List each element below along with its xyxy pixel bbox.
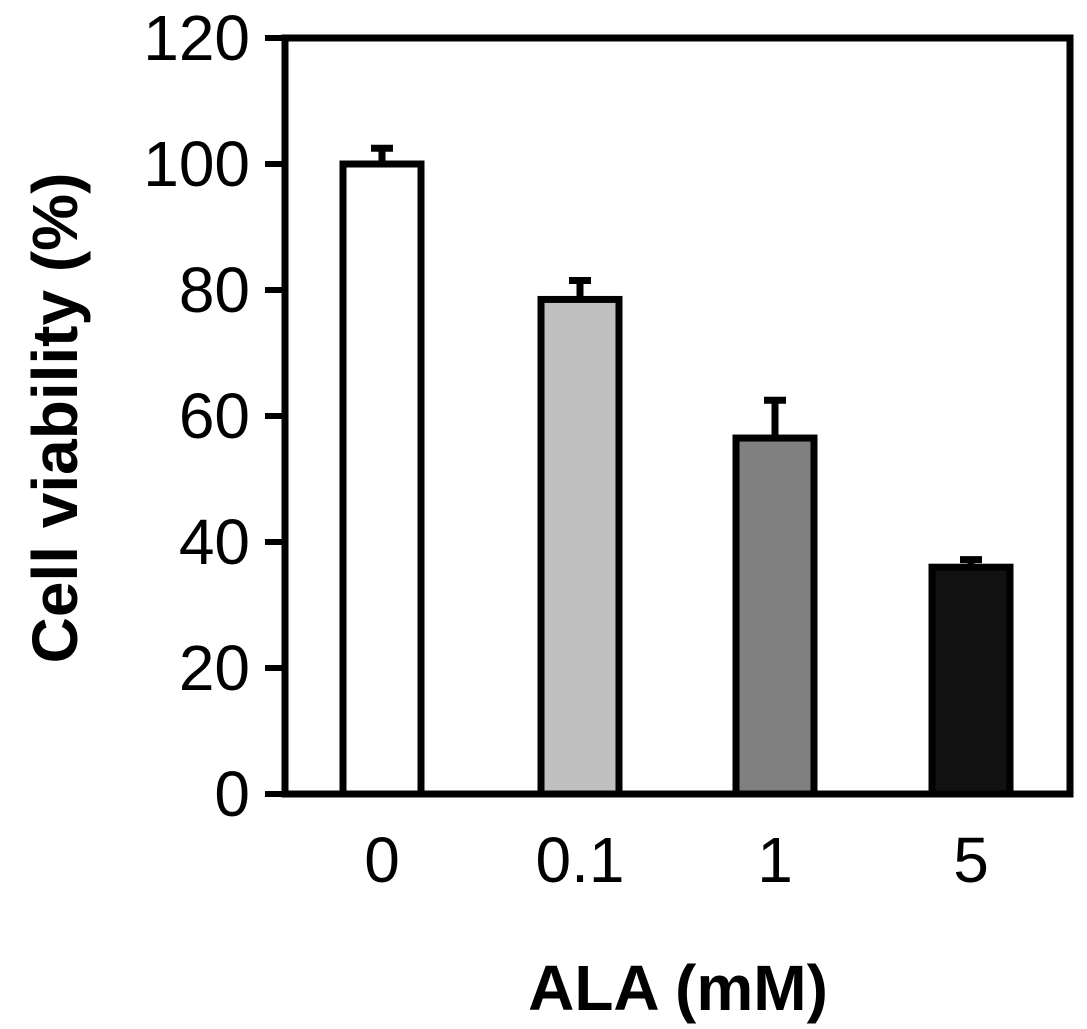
bar-0_1: [537, 295, 623, 798]
y-tick-label: 60: [179, 380, 250, 452]
x-axis-title: ALA (mM): [528, 952, 828, 1024]
y-tick-label: 0: [214, 758, 250, 830]
x-tick-label: 0.1: [536, 824, 625, 896]
y-tick-label: 20: [179, 632, 250, 704]
x-tick-label: 5: [953, 824, 989, 896]
bar-0: [339, 160, 425, 798]
y-tick-label: 40: [179, 506, 250, 578]
x-ticks-group: 0 0.1 1 5: [364, 824, 989, 896]
y-tick-label: 120: [143, 2, 250, 74]
y-tick-label: 80: [179, 254, 250, 326]
bar-5: [928, 563, 1014, 798]
bars-group: [339, 160, 1014, 798]
y-tick-label: 100: [143, 128, 250, 200]
x-tick-label: 1: [757, 824, 793, 896]
x-tick-label: 0: [364, 824, 400, 896]
y-ticks-group: 0 20 40 60 80 100 120: [143, 2, 285, 830]
bar-1: [732, 434, 818, 798]
error-bars-group: [371, 144, 982, 568]
y-axis-title: Cell viability (%): [19, 173, 91, 664]
